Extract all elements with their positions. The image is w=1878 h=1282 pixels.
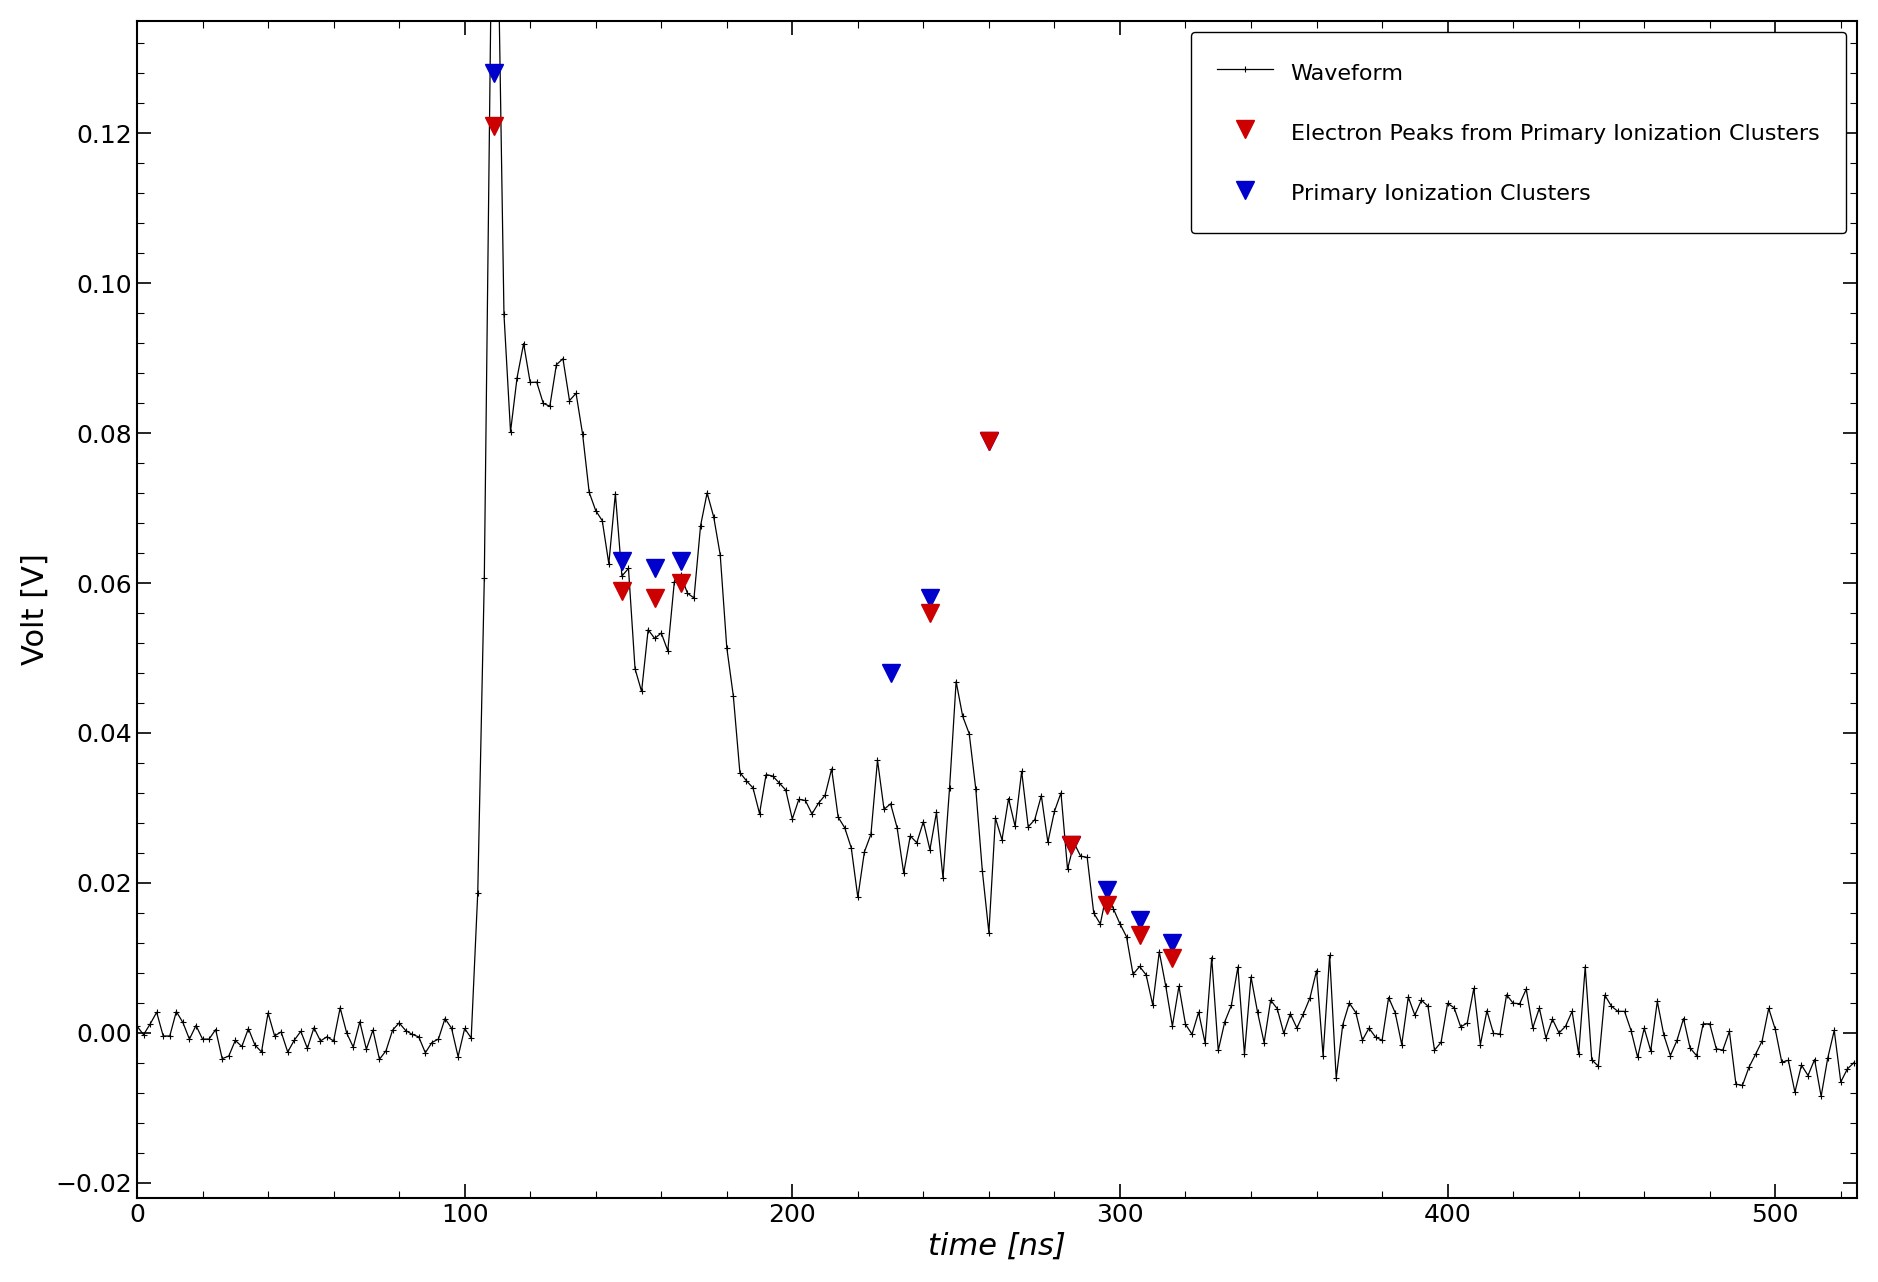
Waveform	[1692, 1017, 1715, 1032]
Electron Peaks from Primary Ionization Clusters	[1095, 897, 1117, 913]
Waveform	[1842, 1055, 1865, 1070]
Electron Peaks from Primary Ionization Clusters	[918, 605, 941, 620]
Waveform	[126, 1018, 148, 1033]
Electron Peaks from Primary Ionization Clusters	[483, 118, 505, 133]
Primary Ionization Clusters	[1161, 935, 1183, 950]
Waveform	[1568, 1046, 1591, 1061]
Y-axis label: Volt [V]: Volt [V]	[21, 554, 51, 665]
Electron Peaks from Primary Ionization Clusters	[610, 583, 633, 599]
Waveform	[1273, 1026, 1296, 1041]
Electron Peaks from Primary Ionization Clusters	[670, 576, 693, 591]
Electron Peaks from Primary Ionization Clusters	[644, 590, 667, 605]
Primary Ionization Clusters	[918, 590, 941, 605]
Electron Peaks from Primary Ionization Clusters	[978, 433, 1001, 449]
Line: Primary Ionization Clusters: Primary Ionization Clusters	[485, 64, 1181, 953]
Primary Ionization Clusters	[610, 553, 633, 568]
Electron Peaks from Primary Ionization Clusters	[1129, 928, 1151, 944]
Waveform	[1810, 1088, 1833, 1104]
Line: Electron Peaks from Primary Ionization Clusters: Electron Peaks from Primary Ionization C…	[485, 117, 1181, 967]
Electron Peaks from Primary Ionization Clusters	[1059, 837, 1082, 853]
Primary Ionization Clusters	[978, 433, 1001, 449]
Primary Ionization Clusters	[483, 65, 505, 81]
Primary Ionization Clusters	[670, 553, 693, 568]
Legend: Waveform, Electron Peaks from Primary Ionization Clusters, Primary Ionization Cl: Waveform, Electron Peaks from Primary Io…	[1191, 32, 1846, 233]
Primary Ionization Clusters	[879, 665, 901, 681]
Line: Waveform: Waveform	[133, 0, 1857, 1100]
Waveform	[984, 810, 1007, 826]
Waveform	[584, 503, 607, 518]
Primary Ionization Clusters	[1095, 883, 1117, 899]
Primary Ionization Clusters	[1059, 837, 1082, 853]
Electron Peaks from Primary Ionization Clusters	[1161, 950, 1183, 965]
Primary Ionization Clusters	[644, 560, 667, 576]
Waveform	[1403, 1008, 1425, 1023]
X-axis label: time [ns]: time [ns]	[928, 1232, 1067, 1261]
Primary Ionization Clusters	[1129, 913, 1151, 928]
